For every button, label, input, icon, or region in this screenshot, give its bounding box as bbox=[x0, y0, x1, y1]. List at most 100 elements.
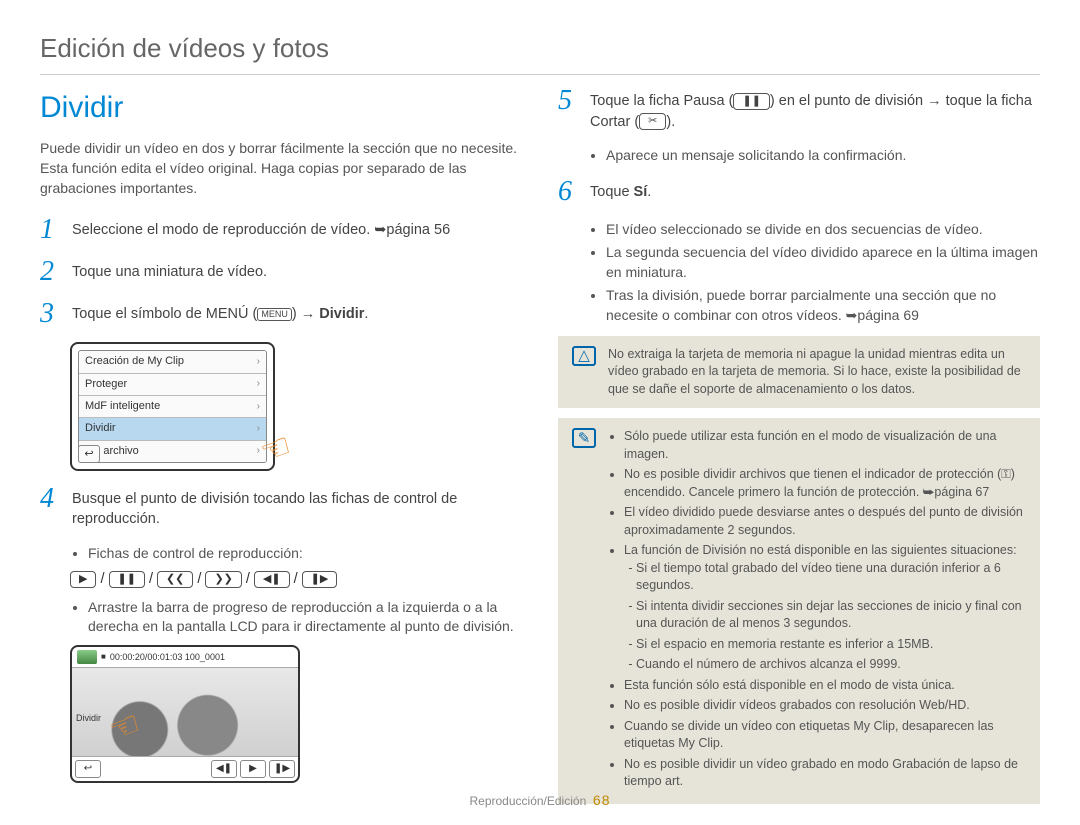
playback-control-icon: ❚❚ bbox=[109, 571, 145, 588]
video-controls: ↩ ◀❚▶❚▶ bbox=[72, 756, 298, 781]
menu-item-label: Proteger bbox=[85, 377, 127, 392]
note-item: No es posible dividir un vídeo grabado e… bbox=[624, 756, 1026, 791]
menu-item[interactable]: Inf. archivo› bbox=[79, 441, 266, 462]
note-icon: ✎ bbox=[572, 428, 596, 448]
step-body: Seleccione el modo de reproducción de ví… bbox=[72, 216, 522, 240]
menu-item-label: Creación de My Clip bbox=[85, 354, 184, 369]
step-text: ). bbox=[666, 114, 675, 130]
note-item: No es posible dividir archivos que tiene… bbox=[624, 466, 1026, 501]
step-number: 2 bbox=[40, 258, 62, 286]
step-number: 5 bbox=[558, 87, 580, 115]
step-5: 5 Toque la ficha Pausa (❚❚) en el punto … bbox=[558, 87, 1040, 132]
note-subitem: Cuando el número de archivos alcanza el … bbox=[636, 656, 1026, 674]
step-body: Toque Sí. bbox=[590, 178, 1040, 202]
step-number: 1 bbox=[40, 216, 62, 244]
step-text: Toque el símbolo de MENÚ ( bbox=[72, 306, 257, 322]
section-title: Dividir bbox=[40, 87, 522, 129]
bullet: Arrastre la barra de progreso de reprodu… bbox=[88, 598, 522, 637]
step-number: 6 bbox=[558, 178, 580, 206]
warning-text: No extraiga la tarjeta de memoria ni apa… bbox=[608, 346, 1026, 399]
pause-icon: ❚❚ bbox=[733, 93, 769, 110]
video-control-button[interactable]: ▶ bbox=[240, 760, 266, 778]
step5-bullets: Aparece un mensaje solicitando la confir… bbox=[606, 146, 1040, 166]
separator: / bbox=[149, 569, 153, 589]
video-control-button[interactable]: ❚▶ bbox=[269, 760, 295, 778]
page-number: 68 bbox=[593, 792, 611, 808]
footer-section: Reproducción/Edición bbox=[470, 794, 587, 808]
page-footer: Reproducción/Edición 68 bbox=[0, 791, 1080, 811]
bullet: Tras la división, puede borrar parcialme… bbox=[606, 286, 1040, 325]
menu-list: Creación de My Clip›Proteger›MdF intelig… bbox=[78, 350, 267, 463]
video-control-button[interactable]: ↩ bbox=[75, 760, 101, 778]
menu-item[interactable]: MdF inteligente › bbox=[79, 396, 266, 418]
step-text: . bbox=[647, 184, 651, 200]
video-frame: Dividir ☜ bbox=[72, 668, 298, 756]
menu-item[interactable]: Proteger › bbox=[79, 374, 266, 396]
bullet: Aparece un mensaje solicitando la confir… bbox=[606, 146, 1040, 166]
note-sublist: Si el tiempo total grabado del vídeo tie… bbox=[636, 560, 1026, 674]
playback-control-icon: ❚▶ bbox=[302, 571, 338, 588]
note-list: Sólo puede utilizar esta función en el m… bbox=[624, 428, 1026, 794]
separator: / bbox=[100, 569, 104, 589]
intro-text: Puede dividir un vídeo en dos y borrar f… bbox=[40, 139, 522, 198]
step-bold: Dividir bbox=[319, 306, 364, 322]
playback-control-icon: ❯❯ bbox=[205, 571, 241, 588]
separator: / bbox=[294, 569, 298, 589]
playback-control-icon: ▶ bbox=[70, 571, 96, 588]
warning-icon: △ bbox=[572, 346, 596, 366]
note-subitem: Si el espacio en memoria restante es inf… bbox=[636, 636, 1026, 654]
menu-item-label: MdF inteligente bbox=[85, 399, 160, 414]
step-text: Toque la ficha Pausa ( bbox=[590, 93, 733, 109]
page-ref: ➥página 56 bbox=[374, 222, 450, 238]
playback-control-icon: ◀❚ bbox=[254, 571, 290, 588]
left-column: Dividir Puede dividir un vídeo en dos y … bbox=[40, 87, 522, 803]
video-control-button[interactable]: ◀❚ bbox=[211, 760, 237, 778]
bullet: El vídeo seleccionado se divide en dos s… bbox=[606, 220, 1040, 240]
step-body: Busque el punto de división tocando las … bbox=[72, 485, 522, 530]
step4-bullets: Fichas de control de reproducción: bbox=[88, 544, 522, 564]
chevron-right-icon: › bbox=[257, 355, 260, 369]
cut-icon: ✂ bbox=[639, 113, 666, 130]
timecode: 00:00:20/00:01:03 100_0001 bbox=[110, 651, 225, 664]
video-preview-mockup: ■ 00:00:20/00:01:03 100_0001 Dividir ☜ ↩… bbox=[70, 645, 300, 783]
playback-control-row: ▶ / ❚❚ / ❮❮ / ❯❯ / ◀❚ / ❚▶ bbox=[70, 569, 522, 589]
step-text: . bbox=[364, 306, 368, 322]
step-number: 3 bbox=[40, 300, 62, 328]
step-body: Toque una miniatura de vídeo. bbox=[72, 258, 522, 282]
hand-pointer-icon: ☜ bbox=[103, 700, 148, 755]
video-mode-label: Dividir bbox=[76, 712, 101, 725]
menu-mockup: Creación de My Clip›Proteger›MdF intelig… bbox=[70, 342, 275, 471]
note-subitem: Si intenta dividir secciones sin dejar l… bbox=[636, 598, 1026, 633]
bullet: La segunda secuencia del vídeo dividido … bbox=[606, 243, 1040, 282]
step-bold: Sí bbox=[634, 184, 648, 200]
separator: / bbox=[197, 569, 201, 589]
back-icon: ↩ bbox=[78, 445, 100, 463]
warning-box: △ No extraiga la tarjeta de memoria ni a… bbox=[558, 336, 1040, 409]
playback-control-icon: ❮❮ bbox=[157, 571, 193, 588]
page-header: Edición de vídeos y fotos bbox=[40, 30, 1040, 75]
step-3: 3 Toque el símbolo de MENÚ (MENU) → Divi… bbox=[40, 300, 522, 328]
separator: / bbox=[246, 569, 250, 589]
note-item: La función de División no está disponibl… bbox=[624, 542, 1026, 674]
step-4: 4 Busque el punto de división tocando la… bbox=[40, 485, 522, 530]
step-6: 6 Toque Sí. bbox=[558, 178, 1040, 206]
step-text: ) → bbox=[292, 306, 319, 322]
chevron-right-icon: › bbox=[257, 400, 260, 414]
step-1: 1 Seleccione el modo de reproducción de … bbox=[40, 216, 522, 244]
note-item: Cuando se divide un vídeo con etiquetas … bbox=[624, 718, 1026, 753]
note-item: El vídeo dividido puede desviarse antes … bbox=[624, 504, 1026, 539]
video-topbar: ■ 00:00:20/00:01:03 100_0001 bbox=[72, 647, 298, 668]
menu-item[interactable]: Dividir› bbox=[79, 418, 266, 440]
right-column: 5 Toque la ficha Pausa (❚❚) en el punto … bbox=[558, 87, 1040, 803]
note-item: Sólo puede utilizar esta función en el m… bbox=[624, 428, 1026, 463]
menu-item[interactable]: Creación de My Clip › bbox=[79, 351, 266, 373]
step-2: 2 Toque una miniatura de vídeo. bbox=[40, 258, 522, 286]
note-item: Esta función sólo está disponible en el … bbox=[624, 677, 1026, 695]
step-text: Toque bbox=[590, 184, 634, 200]
step6-bullets: El vídeo seleccionado se divide en dos s… bbox=[606, 220, 1040, 326]
menu-icon: MENU bbox=[257, 308, 292, 321]
hand-pointer-icon: ☜ bbox=[253, 422, 298, 477]
chevron-right-icon: › bbox=[257, 377, 260, 391]
step-number: 4 bbox=[40, 485, 62, 513]
bullet: Fichas de control de reproducción: bbox=[88, 544, 522, 564]
